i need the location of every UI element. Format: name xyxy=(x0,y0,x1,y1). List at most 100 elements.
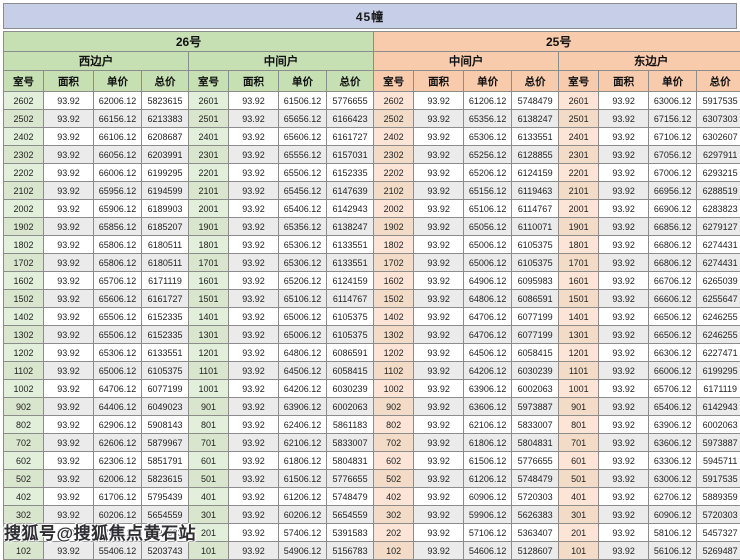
unit-price-cell: 65806.12 xyxy=(94,254,142,272)
room-number-cell: 2601 xyxy=(189,92,229,110)
total-price-cell: 6049023 xyxy=(142,398,189,416)
total-price-cell: 6189903 xyxy=(142,200,189,218)
unit-price-cell: 65106.12 xyxy=(279,290,327,308)
unit-price-cell: 56106.12 xyxy=(649,542,697,560)
total-price-cell: 6058415 xyxy=(327,362,374,380)
total-price-cell: 6288519 xyxy=(697,182,740,200)
total-price-cell: 6095983 xyxy=(512,272,559,290)
unit-price-cell: 67056.12 xyxy=(649,146,697,164)
unit-price-cell: 66506.12 xyxy=(649,326,697,344)
area-cell: 93.92 xyxy=(599,254,649,272)
unit-price-cell: 60206.12 xyxy=(279,506,327,524)
total-price-cell: 6138247 xyxy=(512,110,559,128)
room-number-cell: 1501 xyxy=(559,290,599,308)
unit-price-cell: 65006.12 xyxy=(464,254,512,272)
room-number-cell: 302 xyxy=(374,506,414,524)
total-price-cell: 6002063 xyxy=(327,398,374,416)
area-cell: 93.92 xyxy=(414,236,464,254)
room-number-cell: 1802 xyxy=(374,236,414,254)
room-number-cell: 301 xyxy=(559,506,599,524)
total-price-cell: 5156783 xyxy=(327,542,374,560)
room-number-cell: 2202 xyxy=(4,164,44,182)
unit-price-cell: 65956.12 xyxy=(94,182,142,200)
room-number-cell: 102 xyxy=(374,542,414,560)
total-price-cell: 6180511 xyxy=(142,236,189,254)
total-price-cell: 5720303 xyxy=(512,488,559,506)
unit-price-cell: 63906.12 xyxy=(279,398,327,416)
area-cell: 93.92 xyxy=(414,218,464,236)
area-cell: 93.92 xyxy=(44,380,94,398)
col-header-1-1-2: 单价 xyxy=(649,71,697,92)
unit-price-cell: 54906.12 xyxy=(279,542,327,560)
room-number-cell: 1402 xyxy=(374,308,414,326)
unit-price-cell: 64206.12 xyxy=(464,362,512,380)
room-number-cell: 1601 xyxy=(559,272,599,290)
area-cell: 93.92 xyxy=(44,488,94,506)
area-cell: 93.92 xyxy=(44,110,94,128)
total-price-cell: 5945711 xyxy=(697,452,740,470)
room-number-cell: 1702 xyxy=(374,254,414,272)
total-price-cell: 6002063 xyxy=(512,380,559,398)
area-cell: 93.92 xyxy=(229,272,279,290)
col-header-0-1-3: 总价 xyxy=(327,71,374,92)
room-number-cell: 1302 xyxy=(374,326,414,344)
area-cell: 93.92 xyxy=(229,182,279,200)
total-price-cell: 6133551 xyxy=(142,344,189,362)
unit-price-cell: 55406.12 xyxy=(94,542,142,560)
total-price-cell: 6171119 xyxy=(697,380,740,398)
col-header-1-0-1: 面积 xyxy=(414,71,464,92)
total-price-cell: 5833007 xyxy=(512,416,559,434)
area-cell: 93.92 xyxy=(229,110,279,128)
area-cell: 93.92 xyxy=(44,362,94,380)
total-price-cell: 6086591 xyxy=(327,344,374,362)
total-price-cell: 6138247 xyxy=(327,218,374,236)
col-header-1-0-2: 单价 xyxy=(464,71,512,92)
room-number-cell: 1101 xyxy=(189,362,229,380)
area-cell: 93.92 xyxy=(599,272,649,290)
total-price-cell: 5391583 xyxy=(327,524,374,542)
total-price-cell: 6147639 xyxy=(327,182,374,200)
room-number-cell: 1102 xyxy=(4,362,44,380)
area-cell: 93.92 xyxy=(44,272,94,290)
room-number-cell: 1301 xyxy=(189,326,229,344)
room-number-cell: 902 xyxy=(374,398,414,416)
unit-price-cell: 62706.12 xyxy=(649,488,697,506)
area-cell: 93.92 xyxy=(599,452,649,470)
total-price-cell: 5851791 xyxy=(142,452,189,470)
total-price-cell: 5917535 xyxy=(697,470,740,488)
area-cell: 93.92 xyxy=(599,488,649,506)
total-price-cell: 6166423 xyxy=(327,110,374,128)
area-cell: 93.92 xyxy=(414,416,464,434)
col-header-0-0-0: 室号 xyxy=(4,71,44,92)
building-header-1: 25号 xyxy=(374,32,740,52)
unit-price-cell: 66906.12 xyxy=(649,200,697,218)
total-price-cell: 6274431 xyxy=(697,254,740,272)
unit-price-cell: 66606.12 xyxy=(649,290,697,308)
total-price-cell: 6161727 xyxy=(327,128,374,146)
area-cell: 93.92 xyxy=(414,92,464,110)
unit-price-cell: 61206.12 xyxy=(464,470,512,488)
unit-price-cell: 65806.12 xyxy=(94,236,142,254)
watermark: 搜狐号@搜狐焦点黄石站 xyxy=(4,519,196,544)
col-header-0-1-0: 室号 xyxy=(189,71,229,92)
unit-price-cell: 66006.12 xyxy=(649,362,697,380)
unit-price-cell: 64706.12 xyxy=(94,380,142,398)
total-price-cell: 6185207 xyxy=(142,218,189,236)
area-cell: 93.92 xyxy=(229,92,279,110)
area-cell: 93.92 xyxy=(414,128,464,146)
room-number-cell: 101 xyxy=(559,542,599,560)
room-number-cell: 601 xyxy=(189,452,229,470)
area-cell: 93.92 xyxy=(599,146,649,164)
col-header-1-0-3: 总价 xyxy=(512,71,559,92)
total-price-cell: 6297911 xyxy=(697,146,740,164)
total-price-cell: 5823615 xyxy=(142,470,189,488)
total-price-cell: 6105375 xyxy=(512,236,559,254)
